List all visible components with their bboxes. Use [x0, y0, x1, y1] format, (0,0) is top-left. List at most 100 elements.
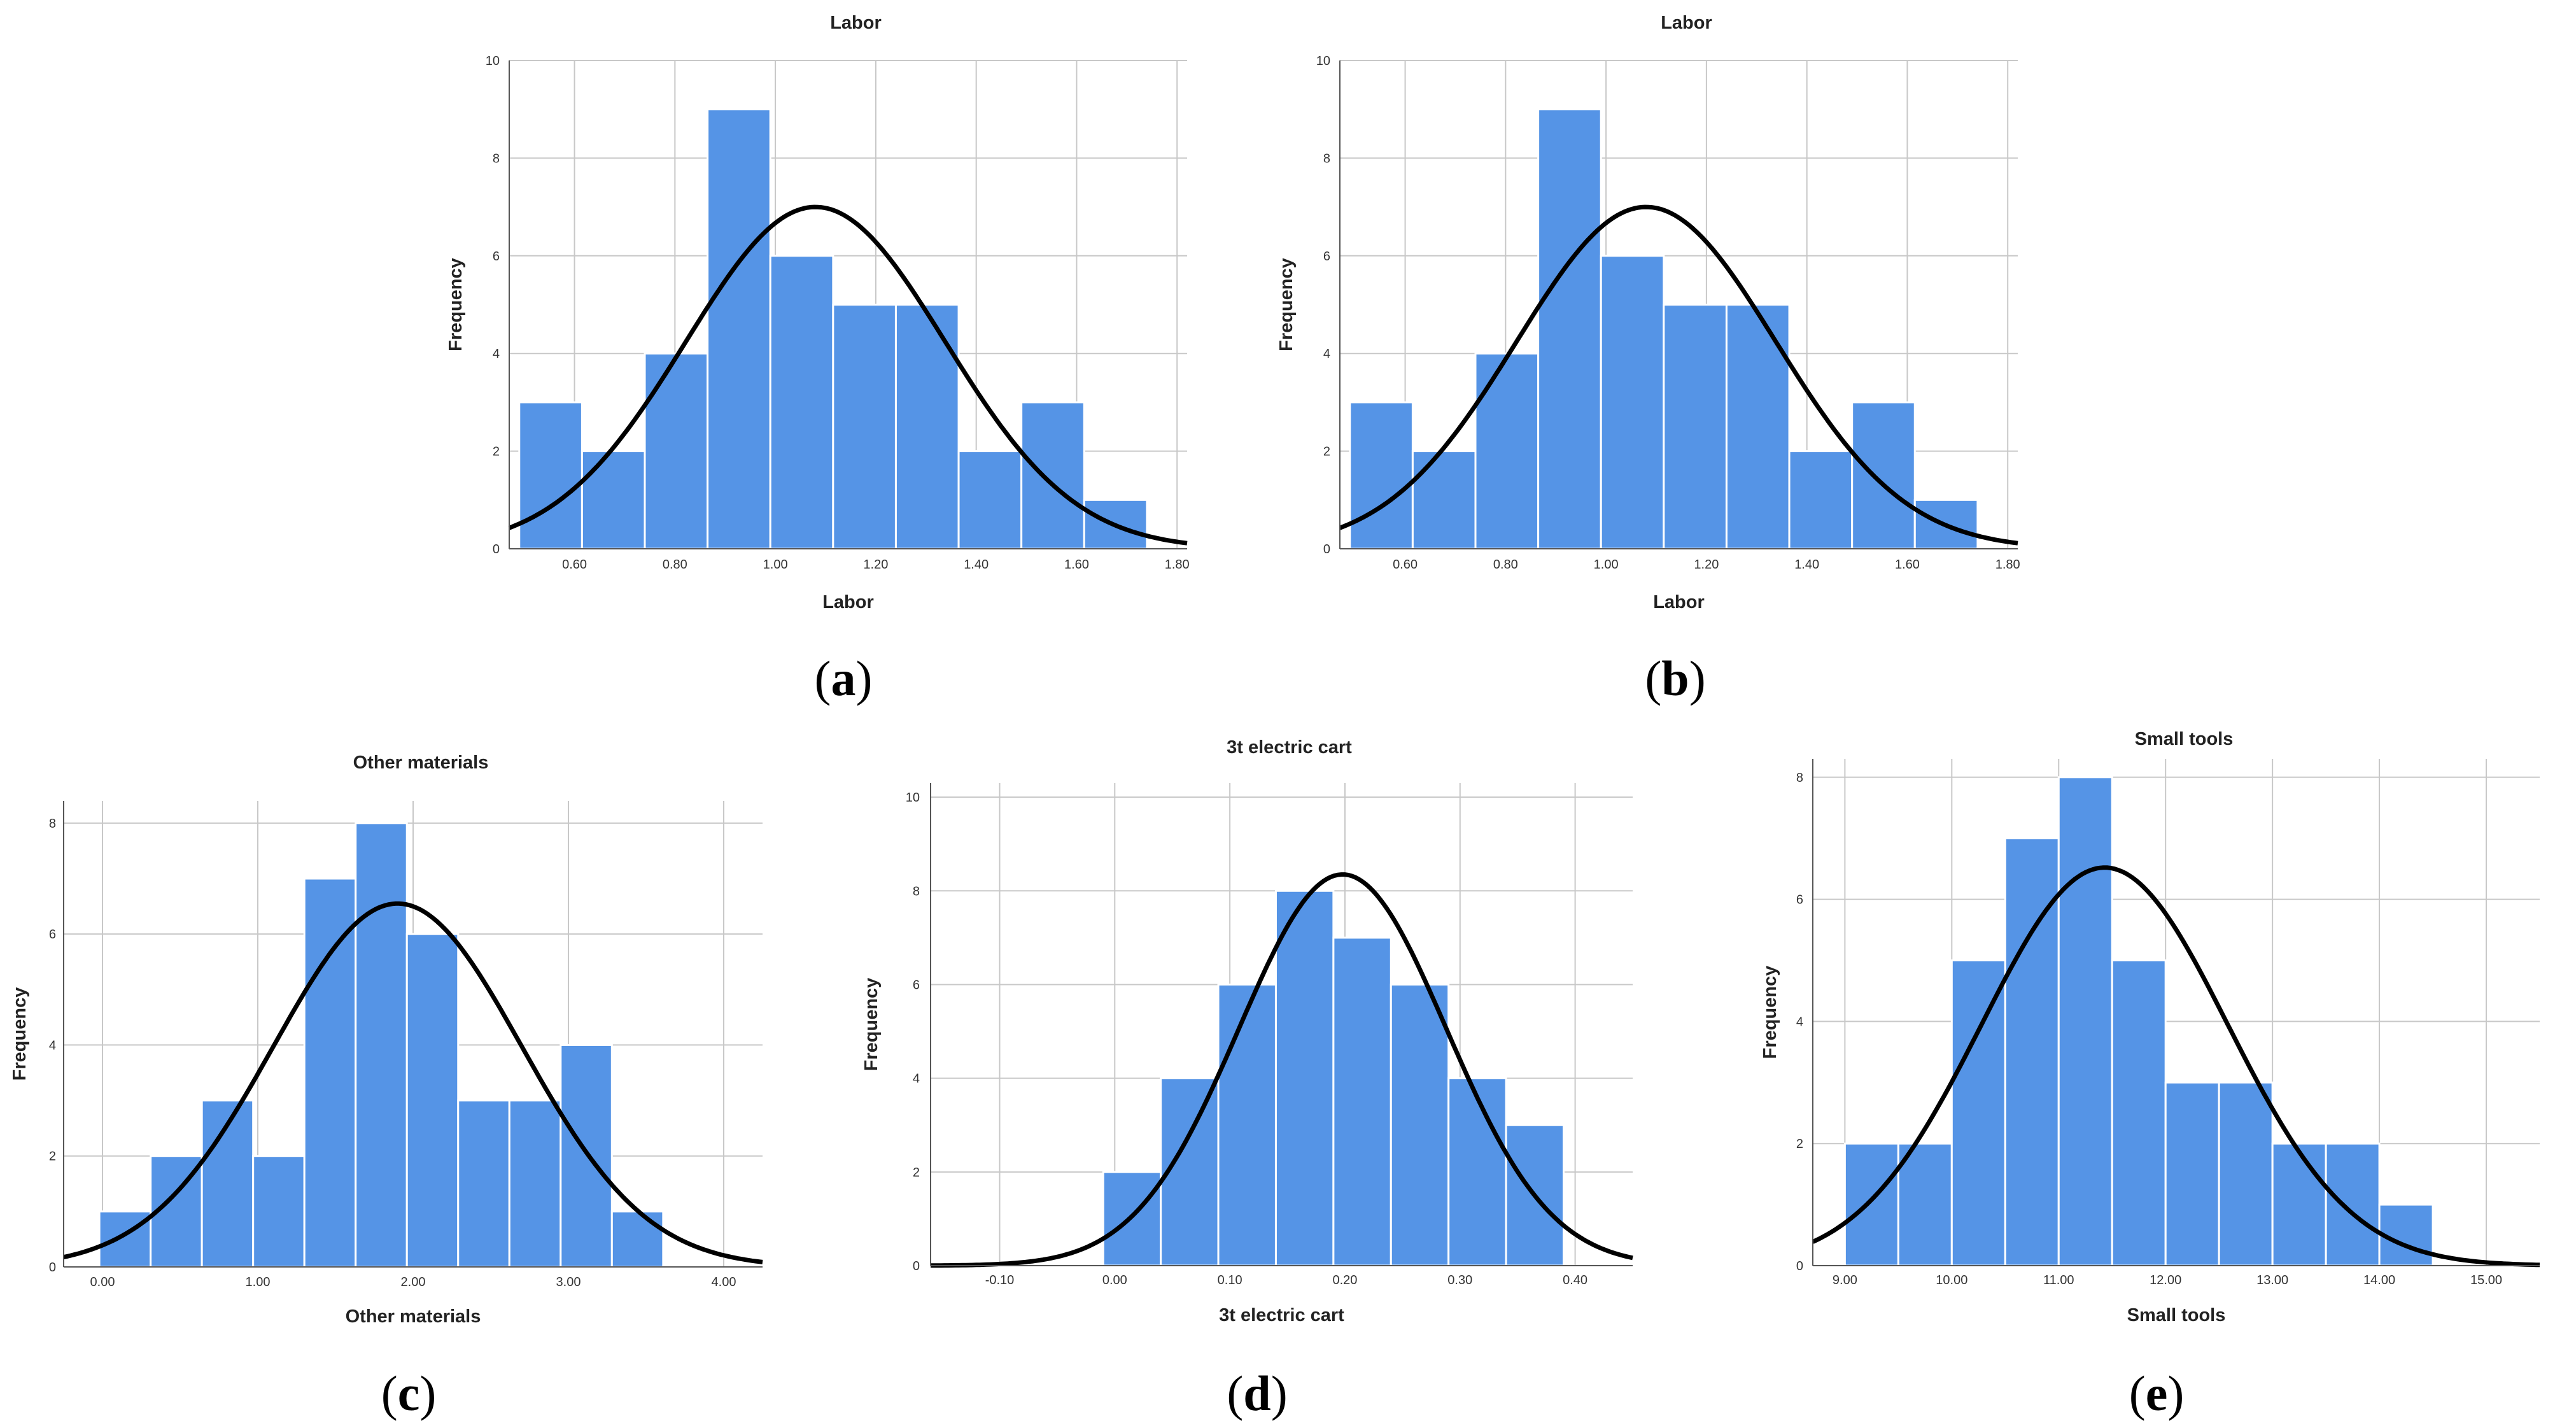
histogram-bar [832, 304, 897, 550]
y-tick-label: 2 [1323, 445, 1330, 459]
y-axis-label: Frequency [10, 987, 30, 1081]
y-tick-label: 4 [913, 1072, 920, 1086]
y-tick-label: 6 [1323, 250, 1330, 264]
caption-c: (c) [381, 1366, 437, 1421]
x-tick-label: 9.00 [1833, 1273, 1857, 1287]
y-tick-label: 10 [906, 791, 920, 805]
histogram-bar [581, 450, 646, 550]
chart-title: Small tools [2135, 729, 2234, 749]
histogram-bar [707, 108, 771, 550]
chart-title: Labor [830, 13, 882, 33]
histogram-bar [2004, 837, 2060, 1267]
y-tick-label: 2 [913, 1166, 920, 1180]
histogram-bar [405, 933, 460, 1268]
x-tick-label: 0.00 [1102, 1273, 1127, 1287]
x-tick-label: 0.30 [1447, 1273, 1472, 1287]
histogram-bar [1332, 937, 1392, 1267]
caption-b: (b) [1645, 651, 1705, 706]
panel-c: 0.00 1.00 2.00 3.00 4.00 0 2 4 6 8 Other materials… [10, 753, 763, 1327]
y-tick-label: 6 [1796, 893, 1803, 907]
histogram-bar [1843, 1142, 1899, 1267]
histogram-bar [1349, 401, 1414, 550]
x-tick-label: 12.00 [2150, 1273, 2181, 1287]
y-tick-label: 0 [49, 1261, 56, 1275]
histogram-bar [957, 450, 1023, 550]
panel-b: 0.60 0.80 1.00 1.20 1.40 1.60 1.80 0 2 4 6 8 10 Labor… [1276, 13, 2020, 612]
caption-e: (e) [2129, 1366, 2185, 1421]
y-tick-label: 8 [493, 152, 500, 166]
x-tick-label: 0.10 [1218, 1273, 1242, 1287]
histogram-bar [1390, 983, 1450, 1267]
y-tick-label: 8 [49, 817, 56, 831]
x-tick-label: 0.80 [663, 558, 687, 572]
histogram-bar [1600, 255, 1665, 550]
histogram-bar [1851, 401, 1916, 550]
histogram-bar [894, 304, 960, 550]
y-tick-label: 4 [493, 347, 500, 361]
y-tick-label: 8 [1323, 152, 1330, 166]
y-tick-label: 0 [1323, 542, 1330, 556]
y-axis-label: Frequency [1760, 966, 1780, 1059]
x-tick-label: 1.20 [863, 558, 888, 572]
caption-d: (d) [1227, 1366, 1287, 1421]
histogram-bar [610, 1210, 665, 1268]
chart-title: 3t electric cart [1227, 737, 1352, 758]
panel-d: -0.10 0.00 0.10 0.20 0.30 0.40 0 2 4 6 8 10 3t elect… [861, 737, 1633, 1325]
histogram-bar [1950, 959, 2006, 1267]
y-tick-label: 10 [486, 54, 500, 68]
y-tick-label: 2 [49, 1150, 56, 1164]
histogram-bar [1447, 1077, 1507, 1267]
y-tick-label: 0 [1796, 1259, 1803, 1273]
x-tick-label: 1.40 [1794, 558, 1819, 572]
histogram-bar [2218, 1081, 2274, 1267]
x-tick-label: 2.00 [401, 1275, 426, 1289]
histogram-bar [1474, 352, 1540, 550]
histogram-bar [1411, 450, 1477, 550]
histogram-bar [1020, 401, 1085, 550]
x-tick-label: 0.00 [90, 1275, 115, 1289]
x-tick-label: 0.60 [1393, 558, 1418, 572]
y-tick-label: 2 [493, 445, 500, 459]
x-tick-label: 3.00 [556, 1275, 581, 1289]
normal-curve [63, 901, 763, 1264]
x-tick-label: 1.60 [1064, 558, 1089, 572]
histogram-bar [2271, 1142, 2327, 1267]
x-axis-label: 3t electric cart [1219, 1305, 1344, 1325]
normal-curve [930, 872, 1633, 1268]
y-tick-label: 8 [1796, 771, 1803, 785]
x-tick-label: 1.00 [763, 558, 788, 572]
chart-title: Other materials [353, 753, 489, 773]
y-tick-label: 4 [1323, 347, 1330, 361]
normal-curve [508, 204, 1188, 546]
histogram-bar [1663, 304, 1728, 550]
histogram-bar [2111, 959, 2167, 1267]
x-tick-label: 1.60 [1895, 558, 1920, 572]
x-tick-label: 4.00 [712, 1275, 736, 1289]
x-axis-label: Other materials [346, 1306, 481, 1327]
x-tick-label: 1.00 [1594, 558, 1619, 572]
x-tick-label: 15.00 [2470, 1273, 2502, 1287]
histogram-bar [303, 877, 357, 1268]
histogram-bar [1537, 108, 1602, 550]
x-tick-label: 1.80 [1995, 558, 2020, 572]
x-tick-label: 0.60 [562, 558, 587, 572]
histogram-bar [457, 1099, 510, 1268]
x-tick-label: -0.10 [985, 1273, 1015, 1287]
histogram-bar [252, 1155, 306, 1268]
normal-curve [1339, 204, 2018, 546]
x-tick-label: 10.00 [1936, 1273, 1967, 1287]
x-tick-label: 1.00 [246, 1275, 271, 1289]
y-axis-label: Frequency [1276, 258, 1297, 351]
y-tick-label: 6 [913, 978, 920, 992]
histogram-bar [2378, 1203, 2434, 1267]
y-tick-label: 2 [1796, 1137, 1803, 1151]
x-tick-label: 1.20 [1694, 558, 1719, 572]
histogram-bar [1274, 889, 1335, 1267]
x-axis-label: Labor [1653, 592, 1705, 612]
y-axis-label: Frequency [446, 258, 466, 351]
panel-e: 9.00 10.00 11.00 12.00 13.00 14.00 15.00 0 2 4 6 8 S… [1760, 729, 2540, 1325]
y-tick-label: 8 [913, 884, 920, 898]
x-axis-label: Small tools [2127, 1305, 2226, 1325]
histogram-bar [508, 1099, 562, 1268]
histogram-bar [1725, 304, 1791, 550]
